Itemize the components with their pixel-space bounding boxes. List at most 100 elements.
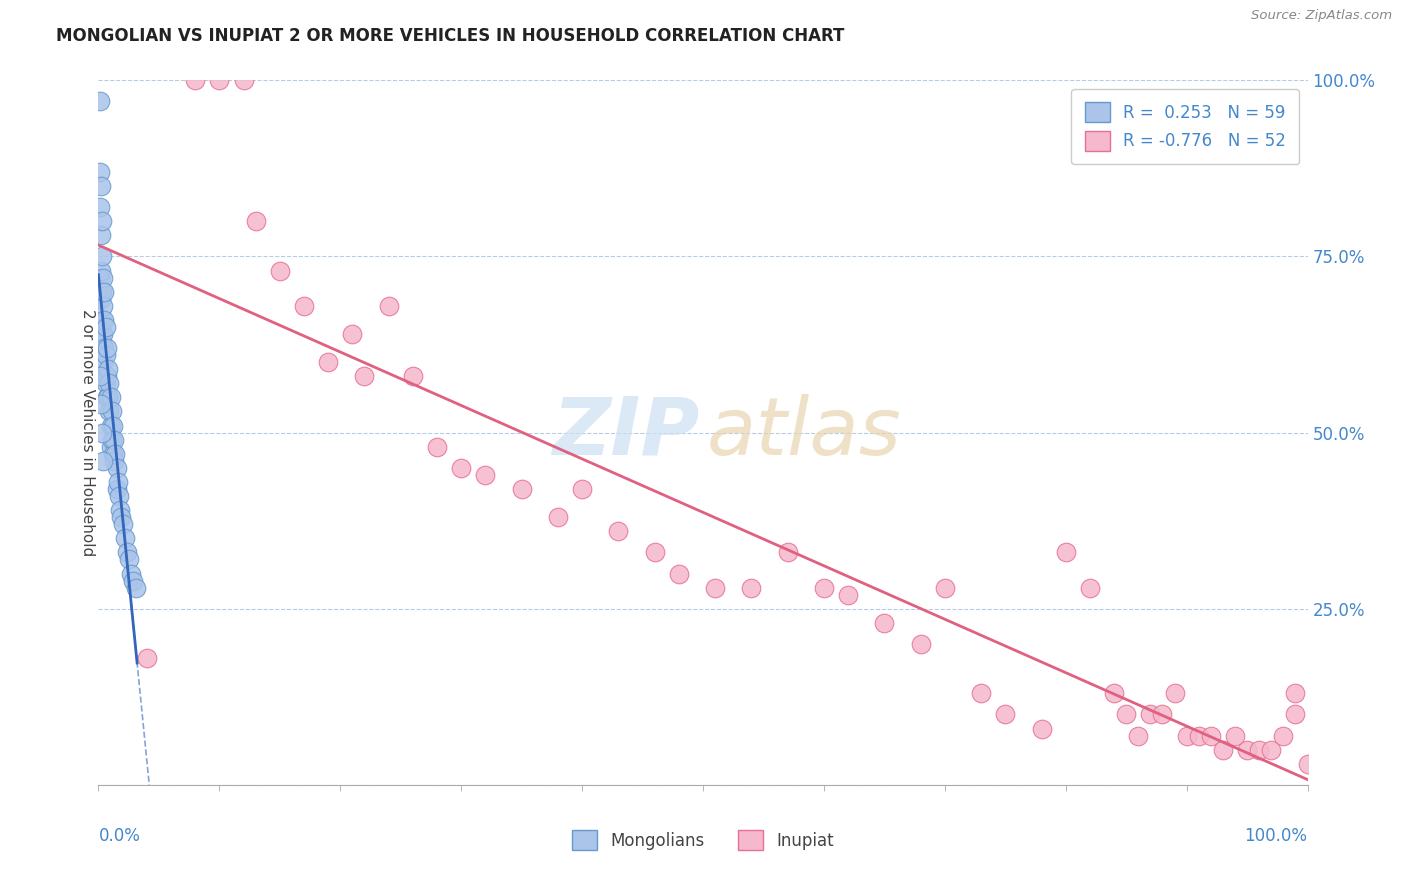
Point	[90, 326, 112, 341]
Point	[1031, 722, 1053, 736]
Point	[474, 467, 496, 482]
Point	[1249, 742, 1271, 756]
Point	[93, 285, 115, 299]
Point	[91, 270, 114, 285]
Point	[1188, 729, 1211, 743]
Legend: Mongolians, Inupiat: Mongolians, Inupiat	[565, 823, 841, 857]
Point	[101, 447, 124, 461]
Point	[1139, 707, 1161, 722]
Point	[108, 503, 131, 517]
Point	[93, 369, 115, 384]
Text: 100.0%: 100.0%	[1244, 827, 1308, 846]
Point	[740, 581, 762, 595]
Point	[1115, 707, 1137, 722]
Point	[232, 73, 254, 87]
Point	[135, 651, 157, 665]
Point	[90, 228, 112, 243]
Point	[122, 574, 145, 588]
Point	[776, 545, 799, 559]
Point	[93, 313, 115, 327]
Point	[91, 334, 114, 348]
Point	[377, 299, 399, 313]
Point	[1223, 729, 1246, 743]
Point	[1272, 729, 1295, 743]
Point	[98, 376, 121, 391]
Point	[547, 510, 569, 524]
Point	[245, 214, 267, 228]
Point	[105, 482, 128, 496]
Point	[353, 369, 375, 384]
Text: Source: ZipAtlas.com: Source: ZipAtlas.com	[1251, 9, 1392, 22]
Point	[1199, 729, 1222, 743]
Point	[837, 588, 859, 602]
Point	[910, 637, 932, 651]
Point	[90, 292, 112, 306]
Point	[111, 517, 134, 532]
Point	[1078, 581, 1101, 595]
Point	[90, 263, 112, 277]
Point	[1054, 545, 1077, 559]
Point	[107, 475, 129, 489]
Point	[813, 581, 835, 595]
Point	[1163, 686, 1185, 700]
Point	[269, 263, 291, 277]
Point	[970, 686, 993, 700]
Legend: R =  0.253   N = 59, R = -0.776   N = 52: R = 0.253 N = 59, R = -0.776 N = 52	[1071, 88, 1299, 164]
Point	[97, 362, 120, 376]
Point	[607, 524, 630, 539]
Point	[100, 418, 122, 433]
Point	[93, 341, 115, 355]
Point	[91, 299, 114, 313]
Point	[118, 552, 141, 566]
Point	[101, 418, 124, 433]
Point	[1284, 707, 1306, 722]
Point	[1284, 686, 1306, 700]
Point	[89, 165, 111, 179]
Point	[94, 348, 117, 362]
Point	[97, 391, 120, 405]
Point	[98, 404, 121, 418]
Point	[1152, 707, 1174, 722]
Point	[668, 566, 690, 581]
Point	[316, 355, 339, 369]
Point	[510, 482, 533, 496]
Point	[96, 341, 118, 355]
Point	[100, 433, 122, 447]
Point	[89, 200, 111, 214]
Point	[342, 326, 364, 341]
Point	[114, 532, 136, 546]
Point	[292, 299, 315, 313]
Point	[91, 250, 114, 264]
Text: 0.0%: 0.0%	[98, 827, 141, 846]
Point	[89, 369, 111, 384]
Point	[934, 581, 956, 595]
Point	[1128, 729, 1150, 743]
Point	[103, 433, 125, 447]
Text: atlas: atlas	[707, 393, 901, 472]
Point	[571, 482, 593, 496]
Point	[91, 313, 114, 327]
Point	[644, 545, 666, 559]
Point	[208, 73, 231, 87]
Point	[704, 581, 727, 595]
Point	[104, 447, 127, 461]
Y-axis label: 2 or more Vehicles in Household: 2 or more Vehicles in Household	[80, 309, 94, 557]
Point	[100, 440, 122, 454]
Point	[100, 404, 122, 418]
Point	[184, 73, 207, 87]
Point	[91, 214, 114, 228]
Point	[89, 95, 111, 109]
Point	[1296, 756, 1319, 771]
Point	[96, 391, 118, 405]
Point	[1212, 742, 1234, 756]
Point	[89, 270, 111, 285]
Point	[450, 460, 472, 475]
Point	[96, 369, 118, 384]
Point	[994, 707, 1017, 722]
Text: MONGOLIAN VS INUPIAT 2 OR MORE VEHICLES IN HOUSEHOLD CORRELATION CHART: MONGOLIAN VS INUPIAT 2 OR MORE VEHICLES …	[56, 27, 845, 45]
Point	[91, 326, 114, 341]
Point	[125, 581, 148, 595]
Point	[1175, 729, 1198, 743]
Point	[91, 454, 114, 468]
Point	[94, 320, 117, 334]
